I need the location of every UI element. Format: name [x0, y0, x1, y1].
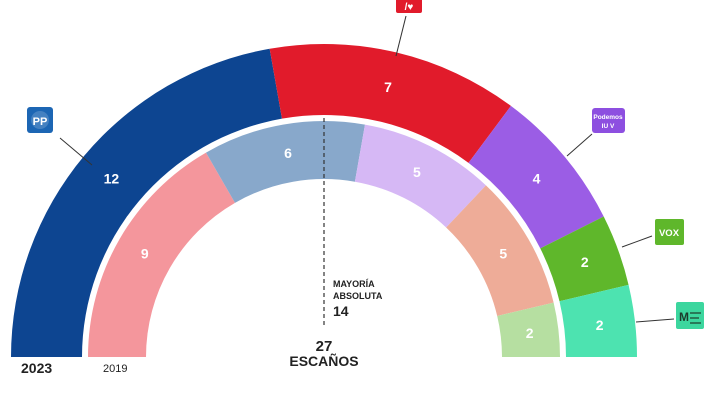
seat-label-2023-pp: 12 [104, 171, 120, 187]
majority-label-line1: MAYORÍA [333, 279, 375, 289]
majority-label-line2: ABSOLUTA [333, 291, 383, 301]
vox-logo-text: VOX [659, 228, 680, 239]
total-seats: 27 [316, 338, 333, 355]
podemos-logo-line1: Podemos [593, 114, 623, 121]
vox-logo-icon: VOX [655, 219, 684, 245]
seat-label-2019-m-s-madrid: 2 [526, 325, 534, 341]
seat-label-2019-psoe: 6 [284, 145, 292, 161]
seat-label-2023-vox: 2 [581, 254, 589, 270]
segment-2019-psoe [206, 120, 365, 203]
year-2019-label: 2019 [103, 363, 127, 375]
leader-line-vox [621, 235, 653, 248]
leader-line-pp [59, 137, 93, 166]
mas-madrid-logo-text: M [679, 310, 689, 324]
ring-2019: 9 6 5 5 2 [88, 120, 560, 357]
segment-2019-podemos [354, 124, 486, 228]
pp-logo-icon: PP [27, 107, 53, 133]
ring-2023: 12 7 4 2 2 [11, 44, 637, 357]
seat-label-2019-podemos: 5 [413, 164, 421, 180]
seat-label-2023-psoe: 7 [384, 79, 392, 95]
leader-lines [59, 15, 675, 323]
total-label: ESCAÑOS [289, 352, 358, 369]
segment-2023-m-s-madrid [559, 284, 637, 357]
seat-label-2023-podemos: 4 [533, 171, 541, 187]
psoe-logo-icon: /♥ [396, 0, 422, 13]
segment-2023-podemos [468, 105, 604, 249]
segment-2023-pp [11, 48, 282, 357]
psoe-logo-text: /♥ [405, 2, 414, 13]
pp-logo-text: PP [33, 116, 48, 128]
mas-madrid-logo-icon: M [676, 302, 704, 329]
segment-2019-m-s-madrid [497, 302, 560, 357]
leader-line-psoe [395, 15, 407, 57]
segment-2023-psoe [269, 44, 511, 163]
segment-2019-vox [446, 185, 554, 316]
segment-2019-pp [88, 152, 235, 357]
leader-line-mas-madrid [635, 318, 675, 323]
majority-value: 14 [333, 303, 349, 319]
segment-2023-vox [540, 216, 629, 302]
seat-label-2019-vox: 5 [499, 246, 507, 262]
year-2023-label: 2023 [21, 360, 52, 376]
leader-line-podemos [566, 133, 593, 157]
seat-label-2023-m-s-madrid: 2 [596, 317, 604, 333]
podemos-logo-line2: IU V [602, 123, 615, 130]
podemos-logo-icon: Podemos IU V [592, 108, 625, 133]
seat-label-2019-pp: 9 [141, 246, 149, 262]
